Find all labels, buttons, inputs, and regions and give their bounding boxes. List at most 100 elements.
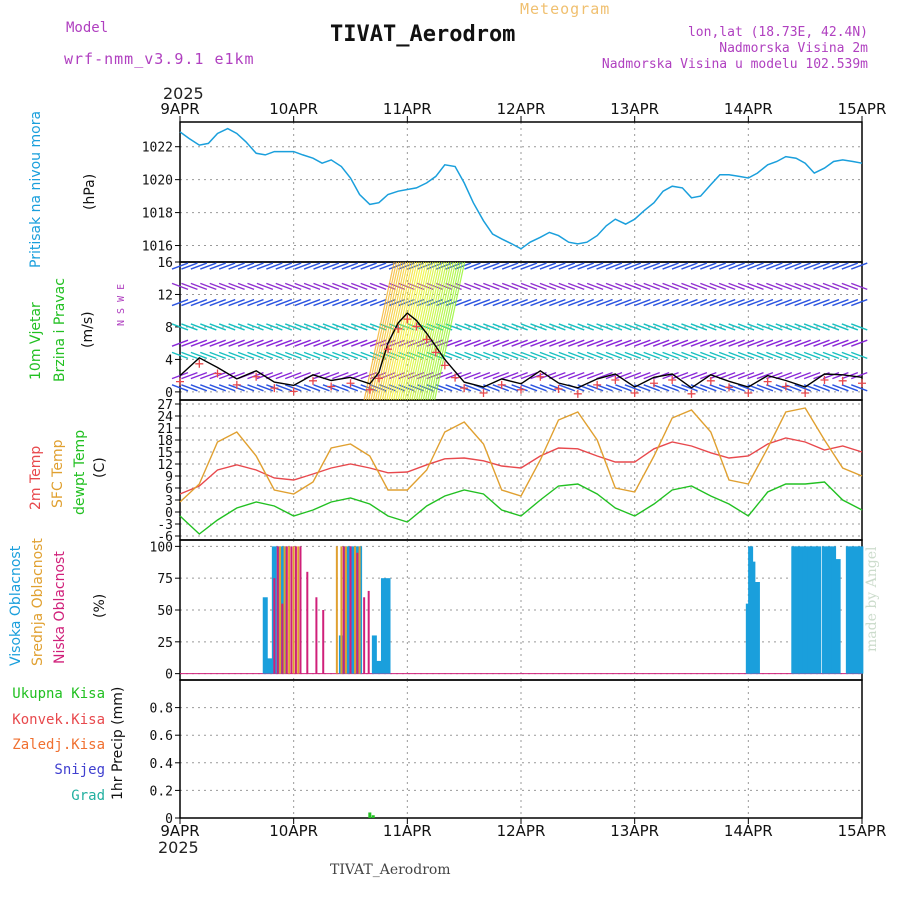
wind-barb xyxy=(539,262,557,270)
wind-barb xyxy=(549,323,566,331)
wind-barb xyxy=(841,298,859,307)
x-tick-label-bottom: 13APR xyxy=(610,822,659,840)
wind-barb xyxy=(577,323,594,331)
wind-barb xyxy=(473,339,491,347)
x-tick-label-bottom: 9APR xyxy=(160,822,199,840)
wind-barb xyxy=(671,384,689,392)
wind-barb xyxy=(464,262,481,270)
wind-barb xyxy=(747,323,764,331)
wind-barb xyxy=(766,282,783,291)
wind-barb xyxy=(228,282,245,291)
wind-barb xyxy=(209,384,226,392)
wind-barb xyxy=(605,323,623,331)
wind-barb xyxy=(379,262,396,270)
wind-barb xyxy=(549,282,566,291)
wind-barb xyxy=(539,323,557,331)
wind-barb xyxy=(454,298,472,307)
wind-barb xyxy=(266,323,283,331)
wind-gust-marker xyxy=(554,384,563,393)
wind-barb xyxy=(511,282,528,291)
series-pressure-line xyxy=(179,127,863,250)
wind-barb xyxy=(351,282,368,291)
wind-barb xyxy=(794,384,811,392)
wind-barb xyxy=(605,262,623,270)
precip-bar xyxy=(368,812,372,818)
wind-barb xyxy=(492,262,510,270)
wind-barb xyxy=(313,351,330,360)
y-tick-label: 0.8 xyxy=(150,702,173,717)
wind-gust-marker xyxy=(403,315,412,324)
wind-barb xyxy=(275,323,293,331)
wind-barb xyxy=(473,351,491,360)
cloud-bar-high xyxy=(835,559,841,674)
cloud-bar-low xyxy=(367,590,370,674)
wind-barb xyxy=(766,339,783,347)
wind-gust-marker xyxy=(176,377,184,386)
x-tick-label-top: 10APR xyxy=(269,100,318,118)
wind-barb xyxy=(473,262,491,270)
wind-barb xyxy=(662,384,679,392)
wind-gust-marker xyxy=(573,389,582,398)
wind-barb xyxy=(294,351,311,360)
wind-barb xyxy=(794,262,811,270)
wind-barb xyxy=(501,371,519,380)
cloud-bar-low xyxy=(315,597,318,674)
wind-barb xyxy=(718,282,736,291)
wind-barb xyxy=(662,351,679,360)
wind-barb xyxy=(218,323,236,331)
wind-barb xyxy=(803,339,821,347)
wind-barb xyxy=(813,323,830,331)
x-tick-label-bottom: 15APR xyxy=(838,822,887,840)
wind-gust-marker xyxy=(431,348,440,357)
y-tick-label: 3 xyxy=(165,494,173,509)
wind-barb xyxy=(360,282,377,291)
wind-barb xyxy=(766,384,783,392)
y-tick-label: 16 xyxy=(157,256,173,271)
wind-barb xyxy=(624,384,642,392)
wind-barb xyxy=(643,351,660,360)
cloud-bar-low xyxy=(349,546,352,674)
wind-barb xyxy=(332,339,349,347)
wind-barb xyxy=(181,323,198,331)
x-tick-label-top: 12APR xyxy=(497,100,546,118)
wind-barb xyxy=(351,384,368,392)
wind-barb xyxy=(615,371,632,380)
y-tick-label: 1016 xyxy=(142,240,173,255)
wind-barb xyxy=(624,282,642,291)
wind-barb xyxy=(586,351,604,360)
cloud-bar-high xyxy=(794,546,800,674)
wind-barb xyxy=(200,298,217,307)
wind-barb xyxy=(530,282,547,291)
wind-barb xyxy=(351,371,368,380)
wind-barb xyxy=(832,298,849,307)
cloud-bar-mid xyxy=(340,546,343,674)
cloud-bar-high xyxy=(854,546,860,674)
wind-barb xyxy=(756,282,774,291)
wind-barb-strong xyxy=(411,261,443,401)
wind-barb xyxy=(549,371,566,380)
wind-gust-marker xyxy=(668,376,677,385)
wind-barb xyxy=(181,282,198,291)
wind-barb xyxy=(483,351,500,360)
wind-barb xyxy=(209,282,226,291)
wind-barb xyxy=(247,298,264,307)
cloud-bar-high xyxy=(385,578,391,674)
x-tick-label-top: 11APR xyxy=(383,100,432,118)
y-tick-label: 1022 xyxy=(142,141,173,156)
wind-barb xyxy=(520,282,538,291)
footer-station: TIVAT_Aerodrom xyxy=(330,862,451,878)
wind-barb xyxy=(643,323,660,331)
y-tick-label: -3 xyxy=(157,518,173,533)
wind-barb xyxy=(417,339,434,347)
wind-barb xyxy=(567,323,585,331)
cloud-bar-high xyxy=(371,635,377,674)
wind-barb xyxy=(530,351,547,360)
wind-gust-marker xyxy=(460,384,469,393)
wind-barb xyxy=(275,351,293,360)
wind-gust-marker xyxy=(374,374,383,383)
wind-barb-strong xyxy=(399,261,432,401)
wind-barb xyxy=(445,384,462,392)
cloud-bar-low xyxy=(306,571,309,674)
wind-barb-strong xyxy=(397,261,429,401)
series-wind-speed-line xyxy=(179,312,863,389)
